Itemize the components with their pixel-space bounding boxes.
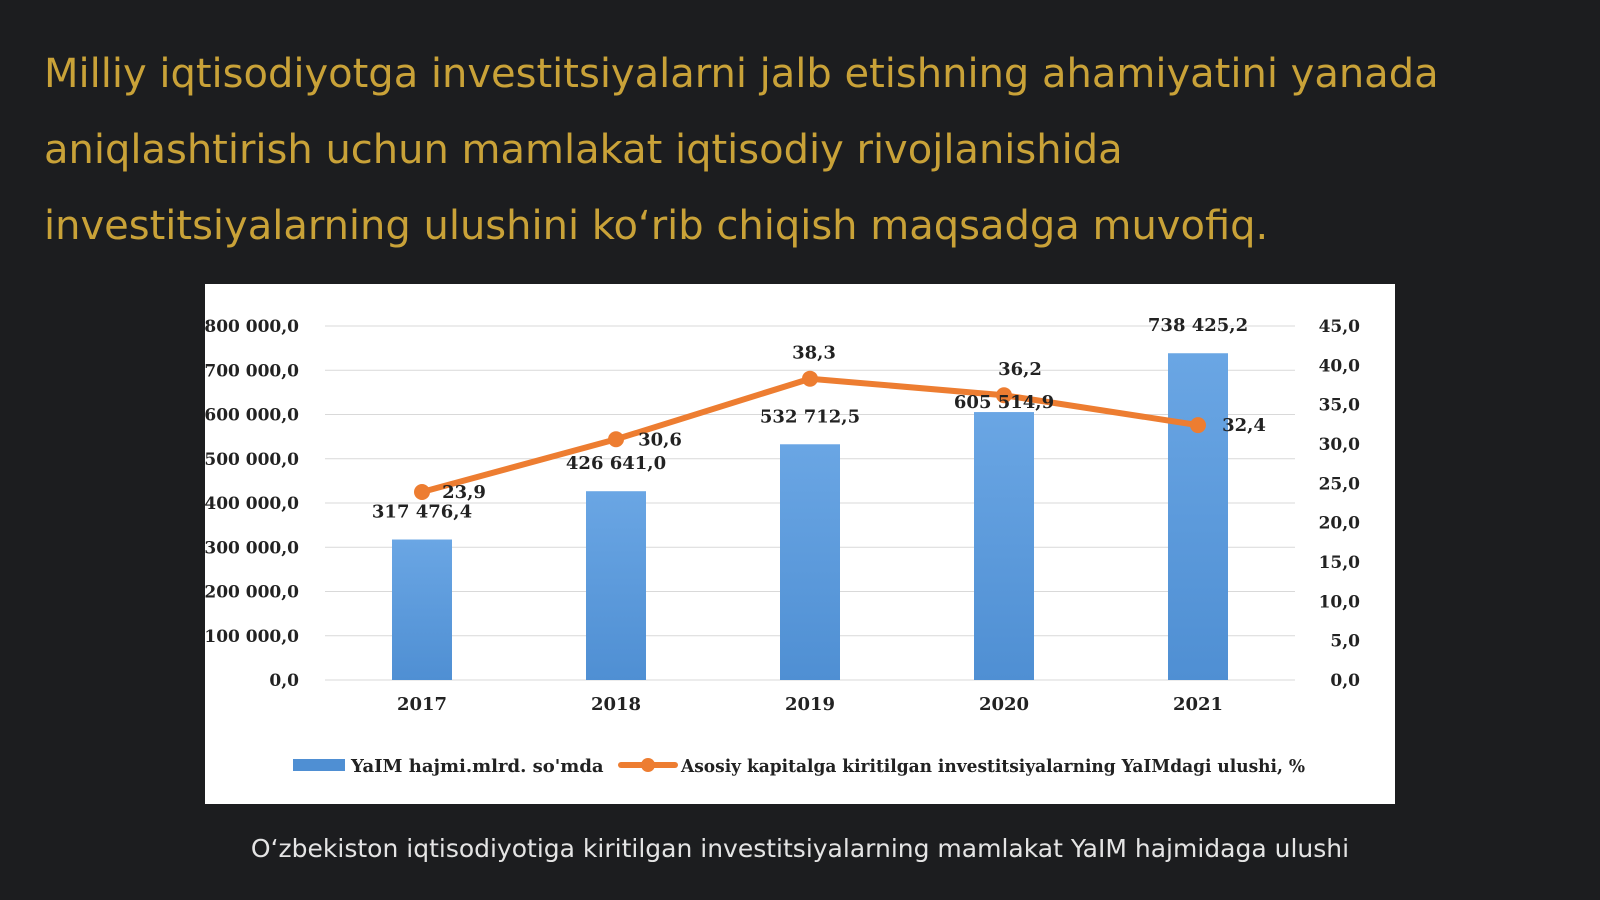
x-tick-label: 2020	[979, 694, 1029, 715]
heading-line-1: Milliy iqtisodiyotga investitsiyalarni j…	[44, 51, 1439, 97]
legend-bar-label: YaIM hajmi.mlrd. so'mda	[350, 756, 604, 777]
slide-heading: Milliy iqtisodiyotga investitsiyalarni j…	[44, 36, 1564, 264]
line-data-label: 38,3	[792, 343, 836, 364]
line-point	[414, 483, 430, 500]
left-tick-label: 400 000,0	[205, 494, 299, 514]
right-tick-label: 40,0	[1319, 356, 1361, 376]
line-series	[414, 370, 1206, 500]
left-tick-label: 800 000,0	[205, 317, 299, 337]
line-data-label: 36,2	[998, 359, 1042, 380]
combo-chart: 0,0 100 000,0 200 000,0 300 000,0 400 000,0 5…	[205, 315, 1360, 777]
right-tick-label: 35,0	[1319, 396, 1361, 416]
right-tick-label: 45,0	[1319, 317, 1361, 337]
right-tick-label: 5,0	[1330, 632, 1360, 652]
x-tick-label: 2021	[1173, 694, 1223, 715]
line-point	[996, 387, 1012, 404]
right-tick-label: 25,0	[1319, 474, 1361, 494]
bar-data-label: 426 641,0	[566, 453, 666, 474]
line-point	[608, 431, 624, 448]
right-tick-label: 10,0	[1319, 592, 1361, 612]
left-tick-label: 700 000,0	[205, 361, 299, 381]
right-tick-label: 20,0	[1319, 514, 1361, 534]
x-tick-label: 2017	[397, 694, 447, 715]
left-tick-label: 600 000,0	[205, 406, 299, 426]
chart-caption: Oʻzbekiston iqtisodiyotiga kiritilgan in…	[250, 834, 1350, 863]
line-point	[802, 370, 818, 387]
line-point	[1190, 417, 1206, 434]
left-tick-label: 200 000,0	[205, 583, 299, 603]
right-tick-label: 15,0	[1319, 553, 1361, 573]
left-tick-label: 500 000,0	[205, 450, 299, 470]
line-data-label: 32,4	[1222, 415, 1266, 436]
legend-line-marker	[641, 758, 655, 772]
x-tick-label: 2018	[591, 694, 641, 715]
bar-series	[392, 353, 1228, 680]
bar-data-label: 738 425,2	[1148, 315, 1248, 336]
heading-line-3: investitsiyalarning ulushini koʻrib chiq…	[44, 203, 1269, 249]
bar-data-label: 317 476,4	[372, 502, 472, 523]
right-tick-label: 30,0	[1319, 435, 1361, 455]
legend-bar-swatch	[293, 759, 345, 771]
line-data-label: 23,9	[442, 482, 486, 503]
bar	[780, 444, 840, 680]
left-tick-label: 300 000,0	[205, 538, 299, 558]
legend-line-label: Asosiy kapitalga kiritilgan investitsiya…	[680, 756, 1305, 777]
right-tick-label: 0,0	[1330, 671, 1360, 691]
line-data-label: 30,6	[638, 429, 682, 450]
bar-data-label: 532 712,5	[760, 406, 860, 427]
bar	[1168, 353, 1228, 680]
axis-labels: 0,0 100 000,0 200 000,0 300 000,0 400 000,0 5…	[205, 317, 1360, 715]
left-tick-label: 0,0	[269, 671, 299, 691]
bar	[392, 539, 452, 680]
bar-data-label: 605 514,9	[954, 392, 1054, 413]
bar	[974, 412, 1034, 680]
chart-panel: 0,0 100 000,0 200 000,0 300 000,0 400 000,0 5…	[205, 284, 1395, 804]
data-labels: 317 476,4 426 641,0 532 712,5 605 514,9 738 …	[372, 315, 1266, 522]
heading-line-2: aniqlashtirish uchun mamlakat iqtisodiy …	[44, 127, 1123, 173]
chart-legend: YaIM hajmi.mlrd. so'mda Asosiy kapitalga …	[293, 756, 1305, 777]
left-tick-label: 100 000,0	[205, 627, 299, 647]
x-tick-label: 2019	[785, 694, 835, 715]
bar	[586, 491, 646, 680]
